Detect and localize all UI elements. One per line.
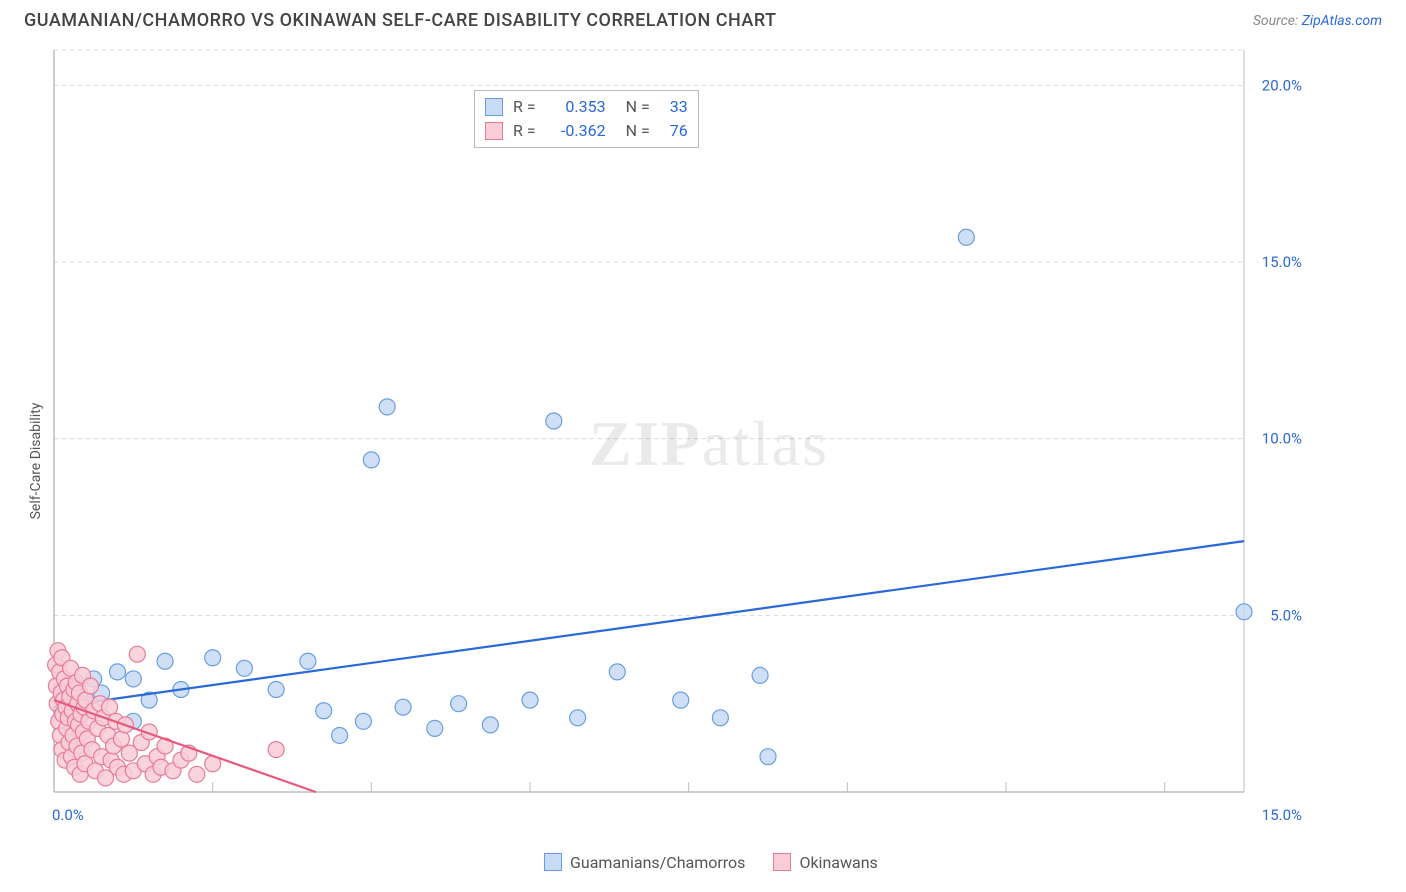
n-value: 76 xyxy=(660,119,688,143)
n-label: N = xyxy=(626,119,650,143)
legend-swatch xyxy=(544,853,562,871)
svg-text:15.0%: 15.0% xyxy=(1262,253,1302,271)
svg-text:20.0%: 20.0% xyxy=(1262,76,1302,94)
scatter-chart: 5.0% 10.0% 15.0% 20.0% 0.0% 15.0% xyxy=(24,42,1324,832)
stats-legend: R = 0.353 N = 33 R = -0.362 N = 76 xyxy=(474,90,699,148)
svg-text:10.0%: 10.0% xyxy=(1262,430,1302,448)
r-label: R = xyxy=(513,95,536,119)
svg-text:15.0%: 15.0% xyxy=(1262,806,1302,824)
source-link[interactable]: ZipAtlas.com xyxy=(1302,13,1382,29)
stats-legend-row: R = 0.353 N = 33 xyxy=(485,95,688,119)
source-prefix: Source: xyxy=(1253,13,1302,29)
svg-text:0.0%: 0.0% xyxy=(52,806,84,824)
series-legend: Guamanians/Chamorros Okinawans xyxy=(544,853,878,872)
svg-text:5.0%: 5.0% xyxy=(1270,606,1302,624)
y-axis-label: Self-Care Disability xyxy=(28,403,44,520)
r-value: 0.353 xyxy=(546,95,606,119)
legend-swatch xyxy=(485,98,503,116)
legend-item: Guamanians/Chamorros xyxy=(544,853,745,872)
r-value: -0.362 xyxy=(546,119,606,143)
legend-label: Okinawans xyxy=(799,853,877,872)
r-label: R = xyxy=(513,119,536,143)
legend-swatch xyxy=(485,122,503,140)
legend-item: Okinawans xyxy=(773,853,877,872)
chart-title: GUAMANIAN/CHAMORRO VS OKINAWAN SELF-CARE… xyxy=(24,10,777,31)
legend-label: Guamanians/Chamorros xyxy=(570,853,745,872)
n-label: N = xyxy=(626,95,650,119)
chart-header: GUAMANIAN/CHAMORRO VS OKINAWAN SELF-CARE… xyxy=(0,0,1406,37)
chart-container: Self-Care Disability ZIPatlas 5.0%10.0%1… xyxy=(24,42,1394,880)
legend-swatch xyxy=(773,853,791,871)
chart-source: Source: ZipAtlas.com xyxy=(1253,13,1382,29)
n-value: 33 xyxy=(660,95,688,119)
stats-legend-row: R = -0.362 N = 76 xyxy=(485,119,688,143)
